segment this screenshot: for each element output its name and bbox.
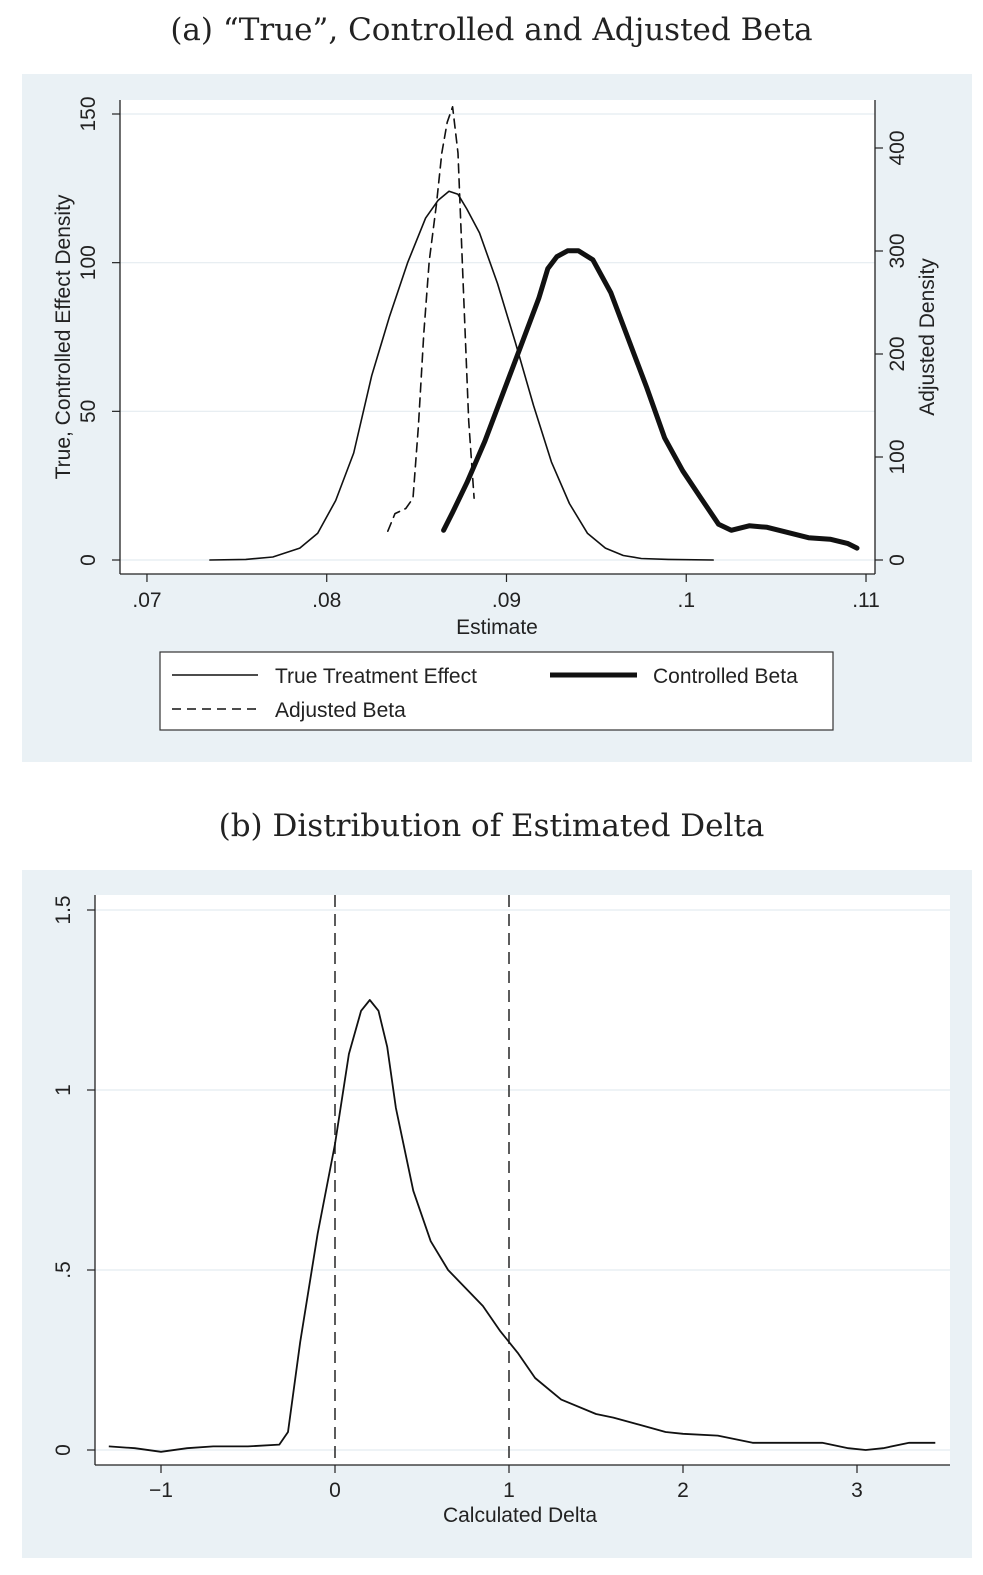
panel-a-title: (a) “True”, Controlled and Adjusted Beta [170,12,813,48]
chart-b-x-tick-label: 1 [503,1479,515,1502]
chart-b-y-tick-label: .5 [52,1261,75,1279]
chart-a-x-tick-label: .1 [677,589,695,612]
chart-a-x-tick-label: .09 [492,589,521,612]
chart-b-y-tick-label: 0 [52,1444,75,1456]
chart-a-legend-box [159,651,834,731]
chart-a-legend: True Treatment Effect Controlled Beta Ad… [159,651,834,731]
chart-a-y2-tick-label: 0 [886,554,909,566]
chart-b-x-tick-label: −1 [149,1479,173,1502]
chart-a-y2-tick-label: 100 [886,439,909,474]
chart-a-y2-tick-label: 200 [886,336,909,371]
panel-b-title: (b) Distribution of Estimated Delta [218,808,765,844]
chart-a: 0 50 100 150 0 100 200 300 400 .07 .08 .09 .1 .11 Est… [22,74,972,762]
legend-label-adjusted-beta: Adjusted Beta [275,699,406,722]
chart-a-x-tick-label: .08 [312,589,341,612]
chart-b-x-tick-label: 2 [677,1479,689,1502]
chart-b-x-axis-label: Calculated Delta [443,1504,597,1527]
series-line-true-effect [209,190,715,561]
series-line-controlled-beta [441,248,860,551]
chart-b-y-tick-label: 1.5 [52,895,75,924]
chart-a-y2-tick-label: 400 [886,130,909,165]
chart-a-y-tick-label: 150 [77,96,100,131]
chart-a-plot-area [120,100,875,574]
chart-a-y2-axis-label: Adjusted Density [916,258,939,416]
chart-a-y-axis-label: True, Controlled Effect Density [52,194,75,479]
series-line-delta-density [108,999,936,1453]
chart-b-plot-area [95,895,950,1465]
chart-b-y-tick-label: 1 [52,1084,75,1096]
chart-a-x-tick-label: .11 [852,589,880,612]
chart-b-x-tick-label: 0 [329,1479,341,1502]
legend-label-controlled-beta: Controlled Beta [653,665,798,688]
chart-a-x-axis-label: Estimate [456,616,538,639]
legend-label-true-effect: True Treatment Effect [275,665,477,688]
chart-a-y-tick-label: 100 [77,245,100,280]
chart-a-y2-tick-label: 300 [886,233,909,268]
chart-a-y-tick-label: 0 [77,554,100,566]
chart-a-y-tick-label: 50 [77,400,100,423]
chart-a-x-tick-label: .07 [132,589,161,612]
series-line-adjusted-beta [386,106,475,533]
chart-b-x-tick-label: 3 [851,1479,863,1502]
